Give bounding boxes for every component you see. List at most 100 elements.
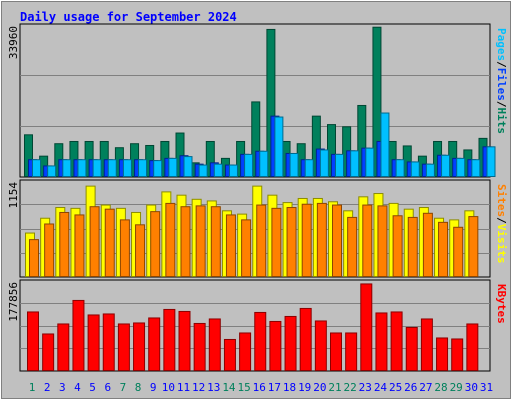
panel-top-legend: Pages/Files/Hits (495, 28, 508, 134)
x-tick-label-22: 22 (344, 381, 357, 394)
x-tick-label-20: 20 (313, 381, 326, 394)
bar-pages-day-26 (410, 161, 420, 178)
legend-separator: / (495, 61, 508, 68)
bar-kbytes-day-6 (102, 313, 115, 371)
panel-mid-legend: Sites/Visits (495, 184, 508, 264)
bar-pages-day-23 (365, 147, 375, 178)
x-tick-label-28: 28 (434, 381, 447, 394)
bar-kbytes-day-28 (436, 337, 449, 371)
bar-kbytes-day-1 (27, 311, 39, 371)
bar-pages-day-11 (183, 156, 193, 177)
bar-pages-day-14 (228, 164, 238, 178)
bar-pages-day-3 (62, 159, 72, 177)
bar-sites-day-6 (104, 208, 115, 277)
bar-pages-day-19 (304, 159, 314, 177)
x-tick-label-25: 25 (389, 381, 402, 394)
bar-sites-day-16 (256, 204, 267, 277)
bar-kbytes-day-26 (405, 326, 418, 372)
bar-kbytes-day-14 (223, 338, 236, 371)
bar-sites-day-4 (74, 214, 85, 278)
bar-sites-day-3 (59, 211, 70, 277)
bar-sites-day-20 (316, 202, 327, 277)
bar-sites-day-26 (407, 216, 418, 277)
bar-sites-day-5 (89, 206, 100, 277)
x-tick-label-1: 1 (29, 381, 36, 394)
x-tick-label-26: 26 (404, 381, 417, 394)
bar-kbytes-day-11 (178, 310, 191, 371)
x-tick-label-6: 6 (104, 381, 111, 394)
bar-sites-day-29 (453, 226, 464, 277)
bar-sites-day-8 (135, 224, 146, 277)
x-tick-label-30: 30 (465, 381, 478, 394)
bar-kbytes-day-29 (451, 338, 464, 372)
legend-separator: / (495, 217, 508, 224)
x-tick-label-19: 19 (298, 381, 311, 394)
bar-pages-day-28 (441, 154, 451, 177)
bar-kbytes-day-18 (284, 315, 297, 372)
bar-kbytes-day-20 (314, 320, 327, 371)
bar-kbytes-day-5 (87, 314, 100, 371)
bar-kbytes-day-10 (163, 308, 176, 371)
bar-sites-day-23 (362, 204, 373, 277)
bar-sites-day-1 (29, 239, 39, 277)
bar-pages-day-5 (92, 159, 102, 177)
x-tick-label-13: 13 (207, 381, 220, 394)
panel-bot-legend: KBytes (495, 284, 508, 324)
bar-sites-day-7 (119, 219, 130, 277)
bar-pages-day-17 (274, 116, 284, 177)
bar-pages-day-15 (244, 153, 254, 177)
bar-kbytes-day-2 (42, 333, 55, 371)
bar-kbytes-day-25 (390, 311, 403, 371)
panel-top-ymax-label: 33960 (7, 26, 20, 59)
bar-pages-day-18 (289, 152, 299, 177)
bar-pages-day-13 (213, 163, 223, 178)
x-tick-label-24: 24 (374, 381, 388, 394)
bar-sites-day-17 (271, 207, 282, 277)
bar-kbytes-day-13 (208, 318, 221, 371)
bar-sites-day-14 (225, 214, 236, 278)
bar-pages-day-25 (395, 159, 405, 177)
x-tick-label-7: 7 (120, 381, 127, 394)
x-tick-label-9: 9 (150, 381, 157, 394)
x-tick-label-4: 4 (74, 381, 81, 394)
bar-sites-day-9 (150, 211, 161, 278)
legend-separator: / (495, 101, 508, 108)
bar-kbytes-day-30 (466, 323, 479, 372)
bar-kbytes-day-7 (117, 323, 130, 372)
bar-sites-day-11 (180, 206, 191, 277)
bar-pages-day-6 (107, 159, 117, 177)
bar-sites-day-30 (468, 216, 479, 277)
legend-kbytes: KBytes (495, 284, 508, 324)
bar-pages-day-29 (456, 157, 466, 177)
bar-sites-day-24 (377, 205, 388, 277)
bar-sites-day-2 (44, 223, 55, 277)
bar-kbytes-day-9 (148, 317, 161, 372)
legend-hits: Hits (495, 108, 508, 135)
bar-sites-day-13 (210, 206, 221, 277)
bar-pages-day-24 (380, 112, 390, 177)
bar-sites-day-19 (301, 203, 312, 278)
x-tick-label-10: 10 (162, 381, 175, 394)
bar-pages-day-20 (319, 149, 329, 177)
bar-sites-day-18 (286, 207, 297, 278)
x-tick-label-2: 2 (44, 381, 51, 394)
bar-kbytes-day-15 (239, 332, 252, 372)
bar-pages-day-30 (471, 159, 481, 177)
bar-kbytes-day-12 (193, 322, 206, 372)
bar-kbytes-day-19 (299, 307, 312, 372)
bar-pages-day-9 (153, 160, 163, 178)
x-tick-label-14: 14 (222, 381, 236, 394)
bar-sites-day-21 (332, 204, 342, 277)
bar-sites-day-10 (165, 202, 176, 277)
bar-sites-day-27 (422, 212, 433, 277)
bar-kbytes-day-27 (420, 318, 433, 371)
panel-bot-ymax-label: 177856 (7, 282, 20, 322)
x-tick-label-18: 18 (283, 381, 296, 394)
bar-pages-day-10 (168, 157, 178, 177)
bar-kbytes-day-23 (360, 283, 373, 372)
bar-kbytes-day-3 (57, 323, 70, 372)
